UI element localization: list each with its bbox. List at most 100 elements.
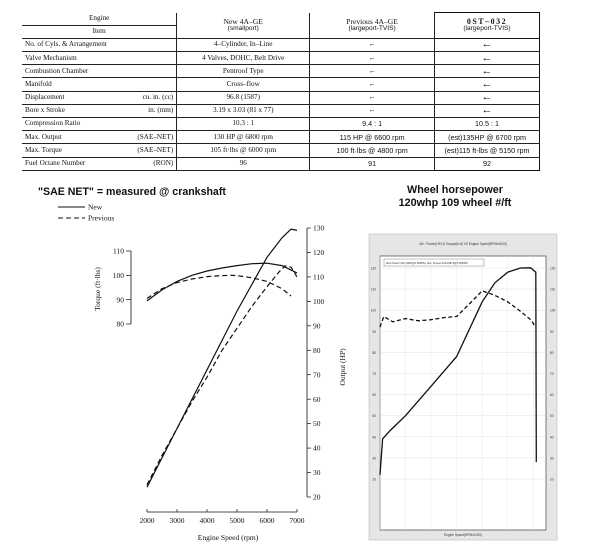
- spec-label-text: Compression Ratio: [25, 119, 81, 128]
- spec-ost-value: ←: [434, 64, 540, 79]
- dyno-inner-title: 4th : Power(HP) & Torque(lb-ft) VS Engin…: [419, 242, 507, 246]
- output-tick-label: 30: [313, 468, 321, 477]
- output-tick-label: 130: [313, 224, 325, 233]
- dyno-y-tick-label: 70: [372, 372, 376, 376]
- spec-label-text: Manifold: [25, 79, 52, 88]
- x-tick-label: 3000: [170, 516, 185, 525]
- dyno-y2-tick-label: 100: [550, 309, 556, 313]
- dyno-y2-tick-label: 120: [550, 267, 556, 271]
- spec-label-text: Fuel Octane Number: [25, 159, 86, 168]
- sae-net-chart: 2000 3000 4000 5000 6000 7000 Engine Speed (rp…: [58, 203, 347, 542]
- spec-label-text: Combustion Chamber: [25, 66, 89, 75]
- dyno-plot-area: [379, 255, 547, 531]
- output-tick-label: 80: [313, 346, 321, 355]
- spec-new-value: Cross–flow: [176, 77, 311, 92]
- dyno-y-tick-label: 90: [372, 330, 376, 334]
- spec-previous-value: 91: [309, 156, 436, 171]
- spec-previous-value: ←: [309, 77, 436, 92]
- spec-label: Fuel Octane Number (RON): [22, 156, 178, 171]
- spec-previous-value: ←: [309, 103, 436, 119]
- x-tick-label: 4000: [200, 516, 215, 525]
- previous-column-header: Previous 4A–GE (largeport-TVIS): [309, 12, 436, 39]
- dyno-x-axis-label: Engine Speed(RPMx1000): [444, 533, 482, 537]
- spec-label: Bore x Stroke in. (mm): [22, 103, 178, 119]
- dyno-y-tick-label: 110: [371, 288, 376, 292]
- spec-label-text: Max. Torque: [25, 145, 62, 154]
- spec-unit: cu. in. (cc): [142, 93, 174, 102]
- right-chart-subtitle: 120whp 109 wheel #/ft: [398, 197, 512, 209]
- output-tick-label: 20: [313, 493, 321, 502]
- torque-axis-label: Torque (ft·lbs): [93, 267, 102, 311]
- torque-tick-label: 80: [117, 320, 125, 329]
- dyno-power-line: [379, 267, 537, 475]
- wheel-hp-chart: 4th : Power(HP) & Torque(lb-ft) VS Engin…: [368, 233, 558, 541]
- x-tick-label: 5000: [230, 516, 245, 525]
- dyno-y-tick-label: 100: [371, 309, 377, 313]
- spec-unit: (RON): [153, 159, 174, 168]
- spec-ost-value: 92: [434, 156, 540, 171]
- spec-new-value: 4 Valves, DOHC, Belt Drive: [176, 51, 311, 66]
- previous-torque-line: [146, 274, 292, 299]
- dyno-y-tick-label: 60: [372, 393, 376, 397]
- spec-row: Bore x Stroke in. (mm) 3.19 x 3.03 (81 x 7…: [22, 103, 540, 119]
- spec-row: Displacement cu. in. (cc) 96.8 (1587) ← ←: [22, 90, 540, 105]
- output-tick-label: 90: [313, 321, 321, 330]
- output-tick-label: 60: [313, 395, 321, 404]
- x-axis-label: Engine Speed (rpm): [198, 533, 259, 542]
- spec-table: Engine New 4A–GE (smallport) Previous 4A…: [22, 12, 540, 171]
- dyno-legend-text: Max Power=120.10HP@6.89RPM, Max Torque=1…: [386, 261, 468, 265]
- spec-new-value: 96.8 (1587): [176, 90, 311, 105]
- dyno-y-tick-label: 30: [372, 456, 376, 460]
- right-chart-title-line1: Wheel horsepower: [407, 184, 503, 196]
- output-axis-label: Output (HP): [338, 348, 347, 386]
- spec-ost-value: ←: [434, 103, 540, 119]
- previous-output-line: [146, 265, 298, 486]
- x-tick-label: 2000: [140, 516, 155, 525]
- spec-row: Fuel Octane Number (RON) 96 91 92: [22, 156, 540, 171]
- dyno-y2-tick-label: 110: [550, 288, 555, 292]
- spec-unit: (SAE–NET): [137, 132, 174, 141]
- dyno-y-tick-label: 80: [372, 351, 376, 355]
- output-tick-label: 70: [313, 370, 321, 379]
- dyno-y-tick-label: 50: [372, 414, 376, 418]
- spec-row: Compression Ratio 10.3 : 1 9.4 : 1 10.5 : 1: [22, 116, 540, 132]
- dyno-y-tick-label: 40: [372, 435, 376, 439]
- dyno-y2-tick-label: 30: [550, 456, 554, 460]
- spec-ost-value: ←: [434, 90, 540, 105]
- left-chart-title: "SAE NET" = measured @ crankshaft: [38, 186, 226, 198]
- spec-label-text: No. of Cyls. & Arrangement: [25, 40, 107, 49]
- output-tick-label: 110: [313, 273, 324, 282]
- torque-tick-label: 90: [117, 295, 125, 304]
- right-chart-title: Wheel horsepower 120whp 109 wheel #/ft: [360, 184, 550, 210]
- output-tick-label: 50: [313, 419, 321, 428]
- dyno-y-tick-label: 120: [371, 267, 377, 271]
- spec-unit: in. (mm): [148, 106, 174, 115]
- output-tick-label: 120: [313, 248, 325, 257]
- spec-label-text: Max. Output: [25, 132, 62, 141]
- new-torque-line: [146, 262, 298, 302]
- dyno-y2-tick-label: 60: [550, 393, 554, 397]
- spec-label-text: Displacement: [25, 93, 65, 102]
- torque-tick-label: 100: [113, 271, 125, 280]
- dyno-y2-tick-label: 40: [550, 435, 554, 439]
- legend-previous-label: Previous: [88, 214, 114, 223]
- spec-row: Manifold Cross–flow ← ←: [22, 77, 540, 92]
- dyno-torque-line: [379, 290, 537, 328]
- spec-label: Displacement cu. in. (cc): [22, 90, 178, 105]
- spec-unit: (SAE–NET): [137, 145, 174, 154]
- x-tick-label: 6000: [260, 516, 275, 525]
- spec-new-value: 3.19 x 3.03 (81 x 77): [176, 103, 311, 119]
- spec-label-text: Valve Mechanism: [25, 53, 77, 62]
- legend-new-label: New: [88, 203, 103, 212]
- spec-ost-value: ←: [434, 77, 540, 92]
- dyno-y2-tick-label: 50: [550, 414, 554, 418]
- output-tick-label: 100: [313, 297, 325, 306]
- spec-new-value: 96: [176, 156, 311, 171]
- dyno-y2-tick-label: 20: [550, 478, 554, 482]
- spec-previous-value: ←: [309, 64, 436, 79]
- output-tick-label: 40: [313, 444, 321, 453]
- spec-new-value: Pentroof Type: [176, 64, 311, 79]
- spec-label-text: Bore x Stroke: [25, 106, 65, 115]
- spec-row: Valve Mechanism 4 Valves, DOHC, Belt Driv…: [22, 51, 540, 66]
